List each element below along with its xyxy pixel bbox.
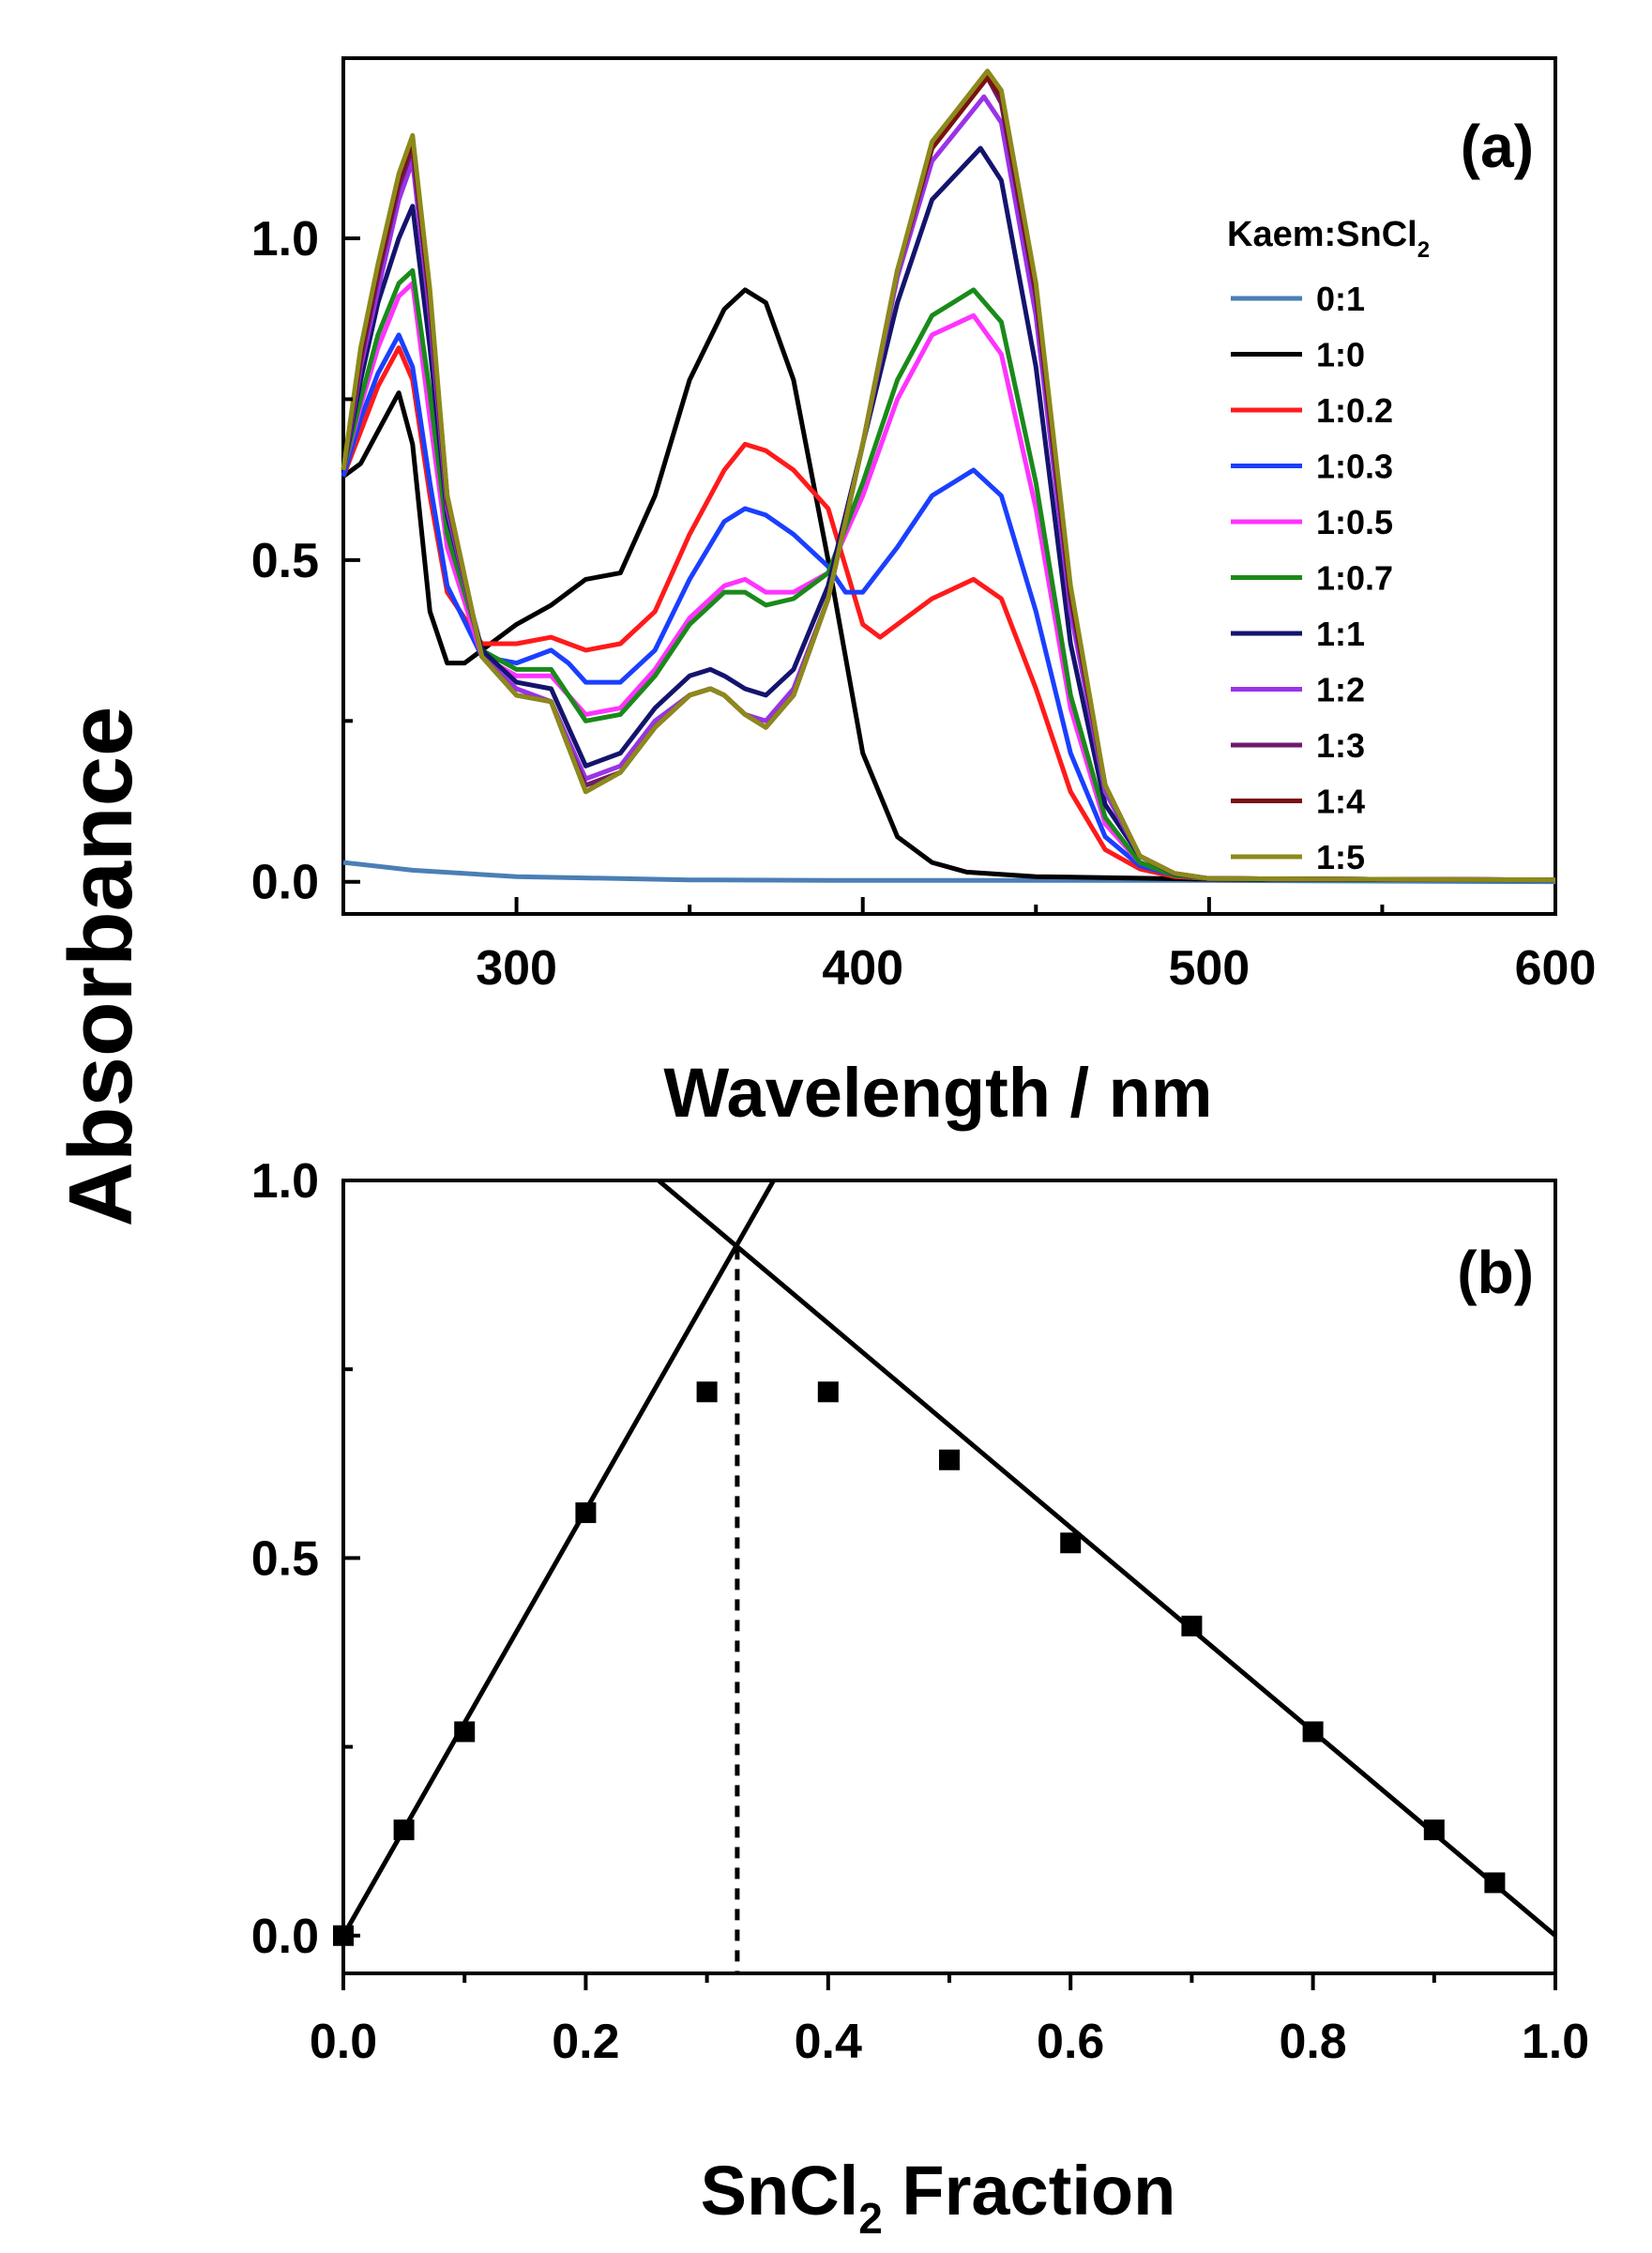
legend-title-text: Kaem:SnCl [1227, 215, 1417, 254]
data-point [1060, 1532, 1082, 1554]
data-point [817, 1381, 839, 1403]
data-point [575, 1502, 597, 1524]
panel-b-x-tick-label: 0.0 [310, 2015, 377, 2069]
panel-a-y-tick-label: 0.0 [251, 856, 319, 910]
panel-b-y-tick-label: 1.0 [251, 1154, 319, 1209]
legend-label: 1:0.5 [1316, 503, 1393, 541]
legend-title-subscript: 2 [1417, 237, 1430, 263]
legend-label: 1:1 [1316, 615, 1365, 653]
data-point [1302, 1721, 1324, 1743]
panel-a-x-axis-title: Wavelength / nm [663, 1054, 1212, 1132]
panel-b-x-axis-title-suffix: Fraction [883, 2152, 1175, 2230]
panel-b-x-axis-title-text: SnCl [701, 2152, 859, 2230]
series-line-1-0-5 [341, 281, 1556, 883]
legend-title: Kaem:SnCl2 [1227, 215, 1430, 263]
panel-b-x-tick-label: 0.6 [1037, 2015, 1104, 2069]
panel-a-y-tick-label: 1.0 [251, 212, 319, 266]
panel-a-ticks-group: 300 400 500 600 0.0 0.5 1.0 [251, 212, 1597, 996]
panel-b-job-plot: 0.0 0.2 0.4 0.6 0.8 1.0 0.0 0.5 1.0 (b) SnCl2 Fr… [251, 1154, 1589, 2243]
panel-a-label: (a) [1461, 113, 1534, 180]
panel-b-x-tick-label: 1.0 [1522, 2015, 1589, 2069]
panel-b-x-axis-title-subscript: 2 [858, 2194, 883, 2243]
panel-b-y-tick-label: 0.5 [251, 1531, 319, 1586]
data-point [1423, 1819, 1445, 1841]
panel-b-x-tick-label: 0.4 [795, 2015, 862, 2069]
legend-label: 1:0.7 [1316, 559, 1393, 598]
panel-a-series-group [341, 69, 1556, 885]
panel-b-x-tick-label: 0.8 [1279, 2015, 1346, 2069]
panel-b-fit-lines-group [341, 1179, 1557, 1973]
series-line-1-0-3 [341, 332, 1556, 883]
legend-label: 1:3 [1316, 726, 1365, 765]
legend-label: 1:4 [1316, 783, 1365, 821]
legend-label: 1:0.2 [1316, 391, 1393, 430]
legend-label: 1:0 [1316, 336, 1365, 374]
series-line-1-5 [341, 69, 1556, 883]
panel-a-spectra: 300 400 500 600 0.0 0.5 1.0 (a) Kaem:SnCl2 0:1… [251, 56, 1597, 1132]
panel-b-ticks-group: 0.0 0.2 0.4 0.6 0.8 1.0 0.0 0.5 1.0 [251, 1154, 1589, 2069]
series-line-1-0 [341, 287, 1556, 883]
legend: 0:1 1:0 1:0.2 1:0.3 1:0.5 1:0.7 1:1 1:2 1:3 1:4 1:… [1231, 280, 1393, 876]
legend-label: 0:1 [1316, 280, 1365, 318]
shared-y-axis-title: Absorbance [51, 707, 151, 1227]
panel-a-frame [341, 56, 1557, 916]
panel-b-points-group [333, 1381, 1506, 1946]
data-point [1181, 1615, 1203, 1636]
panel-b-x-tick-label: 0.2 [552, 2015, 619, 2069]
panel-b-x-axis-title: SnCl2 Fraction [701, 2152, 1176, 2243]
series-line-1-0-7 [341, 267, 1556, 883]
panel-b-y-tick-label: 0.0 [251, 1910, 319, 1964]
data-point [454, 1721, 476, 1743]
fit-line-rising [341, 1179, 776, 1937]
legend-label: 1:2 [1316, 671, 1365, 709]
panel-a-x-tick-label: 300 [476, 941, 557, 996]
panel-a-y-tick-label: 0.5 [251, 534, 319, 588]
data-point [939, 1449, 960, 1470]
legend-label: 1:0.3 [1316, 448, 1393, 486]
panel-a-x-tick-label: 600 [1515, 941, 1597, 996]
panel-a-x-tick-label: 500 [1168, 941, 1250, 996]
legend-label: 1:5 [1316, 838, 1365, 876]
panel-a-x-tick-label: 400 [822, 941, 903, 996]
data-point [393, 1819, 415, 1841]
panel-b-label: (b) [1457, 1239, 1534, 1306]
fit-line-falling [657, 1179, 1557, 1938]
data-point [696, 1381, 718, 1403]
data-point [1484, 1872, 1506, 1894]
